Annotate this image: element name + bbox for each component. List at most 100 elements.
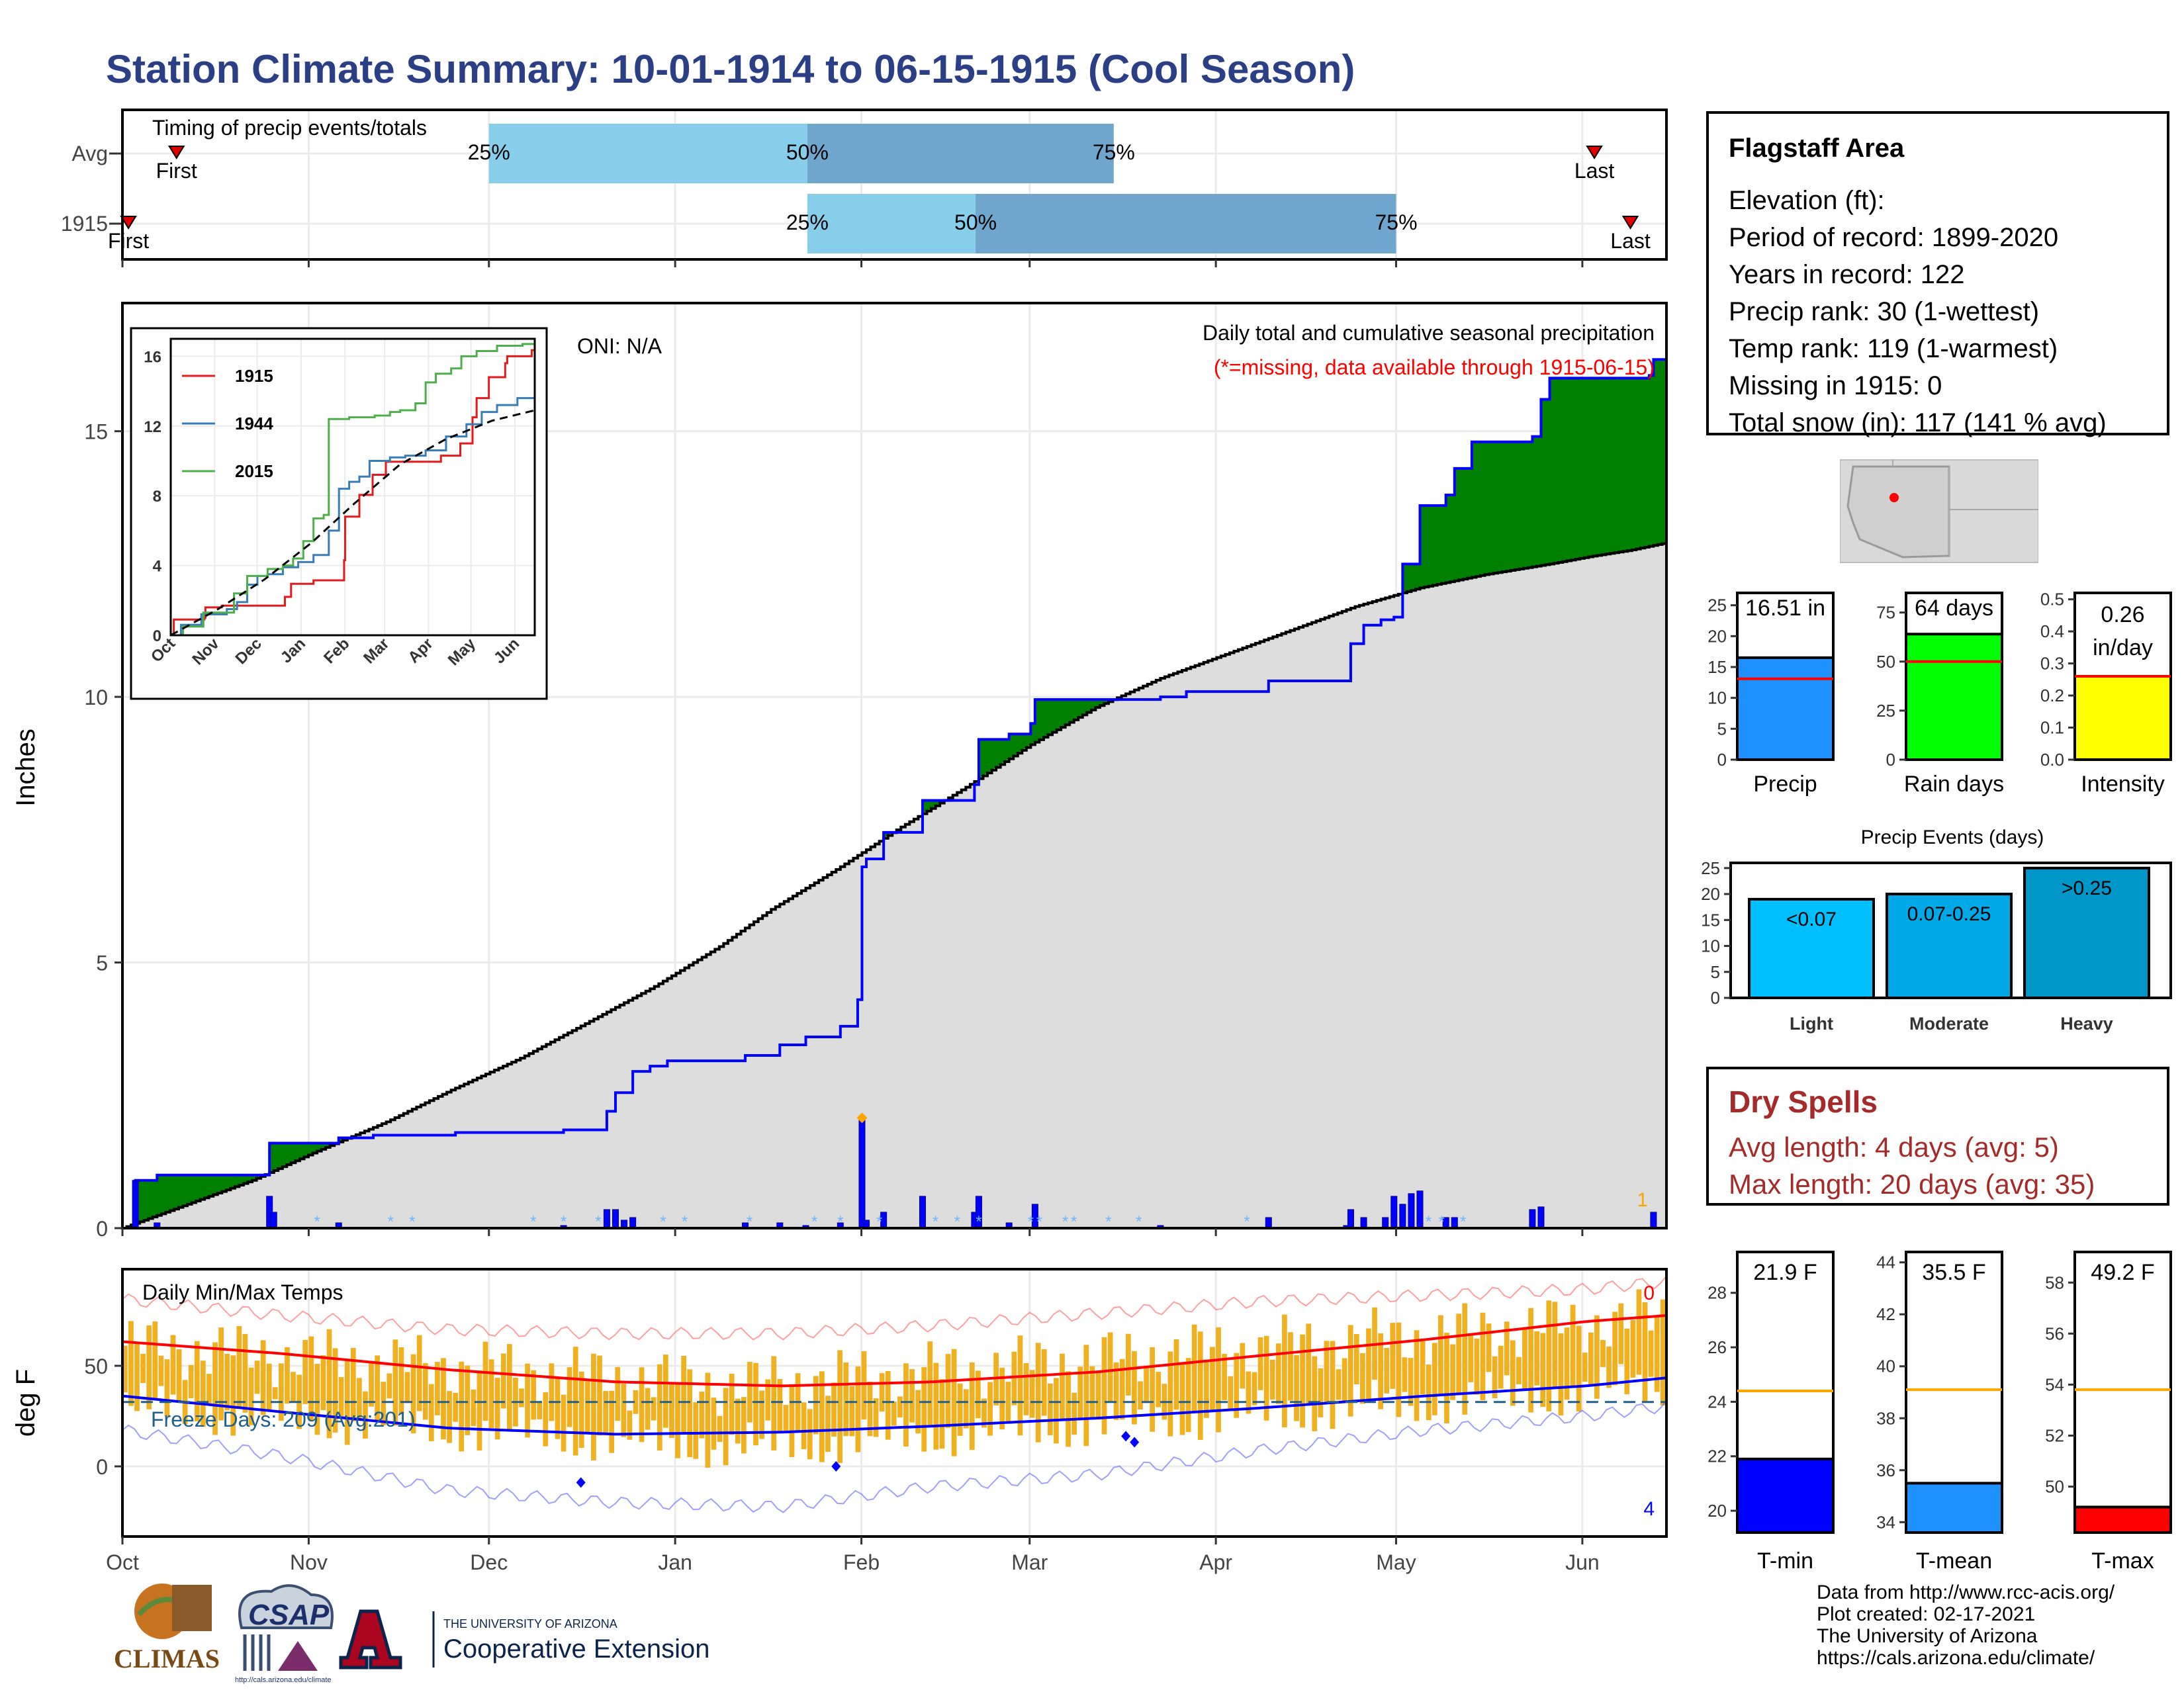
temp-daily-bar <box>1048 1384 1053 1435</box>
temp-x-tick-label: Apr <box>1199 1550 1232 1574</box>
temp-daily-bar <box>1486 1323 1492 1372</box>
precip-above-normal <box>1615 378 1619 553</box>
precip-above-normal <box>1467 468 1472 578</box>
temp-daily-bar <box>699 1392 704 1439</box>
precip-above-normal <box>1658 359 1662 545</box>
temp-daily-bar <box>1132 1351 1137 1425</box>
summary-tmax-label: T-max <box>2091 1548 2154 1574</box>
temp-daily-bar <box>627 1411 633 1440</box>
temp-daily-bar <box>1559 1333 1564 1415</box>
summary-y-tick-label: 38 <box>1876 1408 1895 1428</box>
temp-daily-bar <box>1108 1333 1113 1402</box>
timing-row-label: 1915 <box>61 212 108 236</box>
inset-plot-bg <box>171 339 535 635</box>
summary-intensity-value: 0.26 <box>2101 602 2144 627</box>
ua-logo: THE UNIVERSITY OF ARIZONA Cooperative Ex… <box>341 1611 709 1668</box>
temp-daily-bar <box>345 1361 350 1445</box>
temp-daily-bar <box>1174 1339 1179 1409</box>
summary-y-tick-label: 0.4 <box>2040 621 2064 641</box>
precip-above-normal <box>1480 442 1485 576</box>
temp-daily-bar <box>369 1362 374 1407</box>
temp-daily-bar <box>1096 1371 1101 1419</box>
temp-daily-bar <box>291 1372 296 1402</box>
temp-daily-bar <box>1240 1343 1245 1389</box>
timing-first-label: First <box>108 229 149 253</box>
temp-daily-bar <box>1300 1335 1305 1428</box>
temp-daily-bar <box>705 1373 711 1468</box>
precip-above-normal <box>187 1175 192 1204</box>
temp-daily-bar <box>940 1379 945 1449</box>
csap-logo: CSAP http://cals.arizona.edu/climate <box>235 1585 332 1684</box>
temp-daily-bar <box>267 1364 272 1412</box>
temp-daily-bar <box>807 1409 813 1459</box>
summary-precip_total-value: 16.51 in <box>1745 596 1825 621</box>
temp-chart-title: Daily Min/Max Temps <box>142 1280 343 1304</box>
station-years: Years in record: 122 <box>1729 256 2147 293</box>
temp-daily-bar <box>531 1370 536 1420</box>
precip-above-normal <box>1593 378 1598 556</box>
summary-y-tick-label: 25 <box>1876 701 1895 721</box>
temp-daily-bar <box>1330 1341 1336 1429</box>
credits-university: The University of Arizona <box>1817 1625 2115 1647</box>
precip-missing-count: 1 <box>1637 1189 1648 1211</box>
summary-y-tick-label: 25 <box>1707 596 1727 615</box>
station-elevation: Elevation (ft): <box>1729 182 2147 219</box>
temp-daily-bar <box>1450 1345 1455 1400</box>
temp-daily-bar <box>1336 1369 1342 1400</box>
temp-daily-bar <box>1498 1346 1504 1389</box>
precip-daily-bar <box>1408 1194 1414 1228</box>
temp-daily-bar <box>669 1383 674 1438</box>
temp-daily-bar <box>140 1354 146 1383</box>
summary-y-tick-label: 54 <box>2045 1374 2064 1394</box>
temp-daily-bar <box>1444 1333 1449 1423</box>
temp-daily-bar <box>519 1388 524 1407</box>
credits: Data from http://www.rcc-acis.org/ Plot … <box>1817 1582 2115 1669</box>
precip-above-normal <box>1649 375 1654 546</box>
precip-above-normal <box>1532 437 1537 567</box>
temp-daily-bar <box>1318 1368 1323 1417</box>
events-category-label: Light <box>1790 1014 1833 1034</box>
precip-above-normal <box>174 1175 179 1209</box>
temp-daily-bar <box>555 1377 561 1439</box>
temp-daily-bar <box>453 1393 458 1422</box>
temp-daily-bar <box>1018 1335 1023 1435</box>
temp-daily-bar <box>255 1360 260 1394</box>
temp-daily-bar <box>952 1349 957 1456</box>
precip-above-normal <box>1502 442 1507 572</box>
precip-daily-bar <box>1265 1218 1271 1228</box>
temp-daily-bar <box>1306 1323 1311 1403</box>
summary-y-tick-label: 26 <box>1707 1337 1727 1357</box>
dry-spells-max: Max length: 20 days (avg: 35) <box>1729 1166 2147 1203</box>
temp-x-tick-label: Dec <box>470 1550 508 1574</box>
summary-y-tick-label: 0 <box>1886 750 1895 770</box>
temp-daily-bar <box>1222 1354 1227 1400</box>
precip-above-normal <box>1580 378 1584 558</box>
station-missing: Missing in 1915: 0 <box>1729 367 2147 404</box>
temp-daily-bar <box>886 1371 891 1440</box>
temp-daily-bar <box>1438 1315 1443 1396</box>
precip-above-normal <box>1407 564 1412 592</box>
summary-precip_total-bar <box>1737 658 1833 760</box>
temp-daily-bar <box>609 1391 614 1453</box>
temp-daily-bar <box>591 1354 596 1460</box>
precip-above-normal <box>1584 378 1589 557</box>
precip-above-normal <box>1619 378 1623 552</box>
events-y-tick-label: 15 <box>1701 910 1720 930</box>
temp-daily-bar <box>675 1383 680 1458</box>
temp-daily-bar <box>825 1396 831 1452</box>
temp-daily-bar <box>1252 1372 1257 1405</box>
temp-record-high-count: 0 <box>1643 1282 1655 1304</box>
temp-daily-bar <box>1649 1331 1654 1377</box>
precip-above-normal <box>1441 506 1446 584</box>
summary-y-tick-label: 44 <box>1876 1253 1895 1272</box>
temp-daily-bar <box>741 1397 747 1453</box>
temp-daily-bar <box>771 1356 776 1450</box>
precip-above-normal <box>1641 378 1645 548</box>
station-name: Flagstaff Area <box>1729 134 2147 163</box>
precip-above-normal <box>1588 378 1593 557</box>
temp-daily-bar <box>1144 1366 1149 1404</box>
precip-above-normal <box>1559 378 1563 562</box>
temp-daily-bar <box>1077 1366 1083 1420</box>
temp-daily-bar <box>1553 1302 1558 1388</box>
timing-q1-bar <box>807 194 976 253</box>
